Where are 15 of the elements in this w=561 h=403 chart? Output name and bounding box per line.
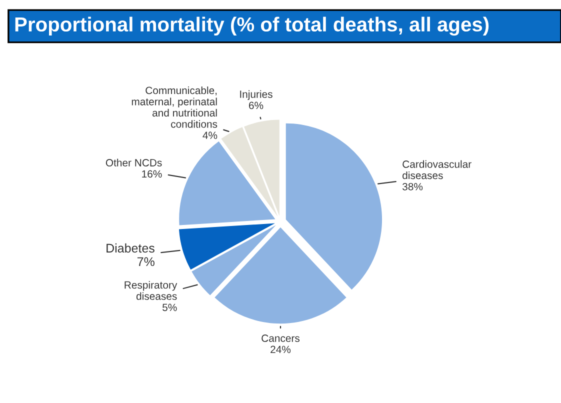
slice-label: Injuries xyxy=(240,90,272,100)
data-label: 38% xyxy=(402,182,423,190)
data-label: 6% xyxy=(248,102,264,110)
slice-label: Other NCDs xyxy=(106,158,162,166)
data-label: 7% xyxy=(137,257,154,266)
slice-label: Respiratory diseases xyxy=(124,281,178,300)
slice-label: Cancers xyxy=(262,334,300,342)
slice-label: Diabetes xyxy=(106,243,154,253)
data-label: 4% xyxy=(202,132,218,139)
data-label: 5% xyxy=(162,304,177,312)
data-label: 16% xyxy=(142,170,162,178)
data-label: 24% xyxy=(270,346,291,354)
chart-title: Proportional mortality (% of total deaths, all ages) xyxy=(15,16,489,36)
slice-label: Communicable, maternal, perinatal and nutritional conditions xyxy=(132,86,218,128)
slice-label: Cardiovascular diseases xyxy=(402,160,472,180)
